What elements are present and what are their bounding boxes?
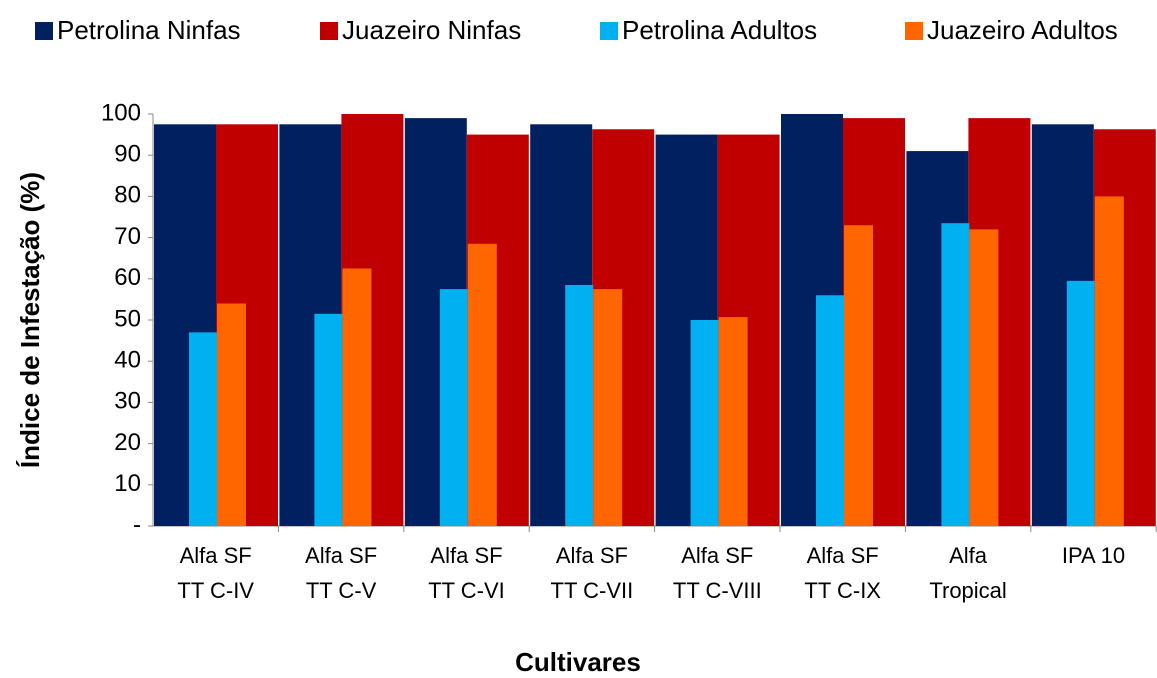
y-tick-label: 90 [114,141,141,168]
bar [718,317,748,526]
bar [593,289,623,526]
y-tick-label: 100 [101,99,141,126]
legend-label: Petrolina Adultos [622,15,817,45]
y-tick-label: 40 [114,347,141,374]
y-tick-label: 30 [114,388,141,415]
bar [844,225,873,527]
legend-label: Juazeiro Adultos [927,15,1118,45]
x-tick-label: Alfa SF TT C-V [305,543,378,603]
y-tick-label: 60 [114,264,141,291]
y-tick-label: 10 [114,470,141,497]
bar [565,284,594,526]
bar [439,289,468,526]
legend-label: Juazeiro Ninfas [342,15,521,45]
bar [1066,280,1095,526]
x-tick-label: Alfa SF TT C-IX [804,543,881,603]
bar [941,223,970,526]
x-axis-title: Cultivares [515,647,641,677]
bar [342,268,372,526]
x-tick-label: IPA 10 [1061,543,1126,568]
x-tick-label: Alfa SF TT C-VII [550,543,634,603]
y-axis-title: Índice de Infestação (%) [15,172,45,468]
y-tick-label: 50 [114,305,141,332]
bar [314,313,343,526]
legend-swatch [35,22,53,40]
legend-swatch [905,22,923,40]
bar [467,243,497,526]
legend-label: Petrolina Ninfas [57,15,241,45]
bar [189,332,217,526]
x-tick-label: Alfa SF TT C-VI [428,543,505,603]
bar [217,303,246,526]
x-tick-label: Alfa SF TT C-IV [177,543,254,603]
x-tick-label: Alfa SF TT C-VIII [672,543,762,603]
bar [816,295,844,526]
bar [1094,196,1124,526]
y-tick-label: 80 [114,182,141,209]
y-tick-label: 70 [114,223,141,250]
bar [969,229,999,527]
legend-swatch [320,22,338,40]
legend-swatch [600,22,618,40]
y-tick-label: 20 [114,429,141,456]
bar [690,320,719,526]
x-tick-label: Alfa Tropical [929,543,1007,603]
y-tick-label: - [133,511,141,538]
